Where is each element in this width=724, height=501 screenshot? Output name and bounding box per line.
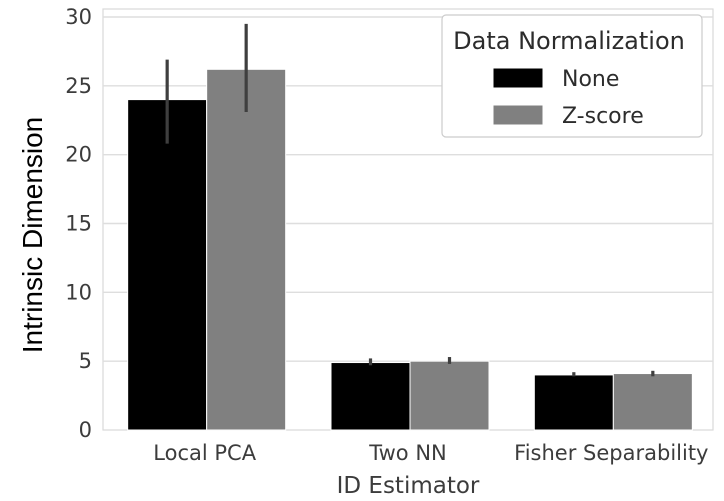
y-axis-label: Intrinsic Dimension (17, 117, 48, 354)
legend-swatch-none (492, 67, 544, 89)
bar-z-score-two-nn (409, 360, 490, 431)
x-tick-labels: Local PCA Two NN Fisher Separability (153, 441, 708, 465)
bar-z-score-fisher-separability (612, 373, 693, 431)
legend: Data Normalization None Z-score (441, 14, 703, 138)
x-tick-label: Two NN (368, 441, 446, 465)
legend-label-none: None (562, 67, 619, 92)
y-tick-labels: 0 5 10 15 20 25 30 (65, 5, 92, 442)
legend-title: Data Normalization (453, 27, 685, 55)
y-tick-label: 30 (65, 5, 92, 29)
bar-none-two-nn (330, 362, 411, 431)
x-tick-label: Fisher Separability (514, 441, 708, 465)
legend-swatch-z-score (492, 104, 544, 126)
bar-none-local-pca (127, 99, 208, 431)
error-bars (165, 23, 655, 377)
x-tick-label: Local PCA (153, 441, 256, 465)
x-axis-label: ID Estimator (337, 473, 480, 499)
y-tick-label: 15 (65, 212, 92, 236)
bar-z-score-local-pca (206, 68, 287, 431)
legend-label-z-score: Z-score (562, 104, 644, 129)
bar-none-fisher-separability (533, 374, 614, 431)
y-tick-label: 10 (65, 280, 92, 304)
y-tick-label: 20 (65, 143, 92, 167)
y-tick-label: 5 (79, 349, 92, 373)
y-tick-label: 25 (65, 74, 92, 98)
y-tick-label: 0 (79, 418, 92, 442)
